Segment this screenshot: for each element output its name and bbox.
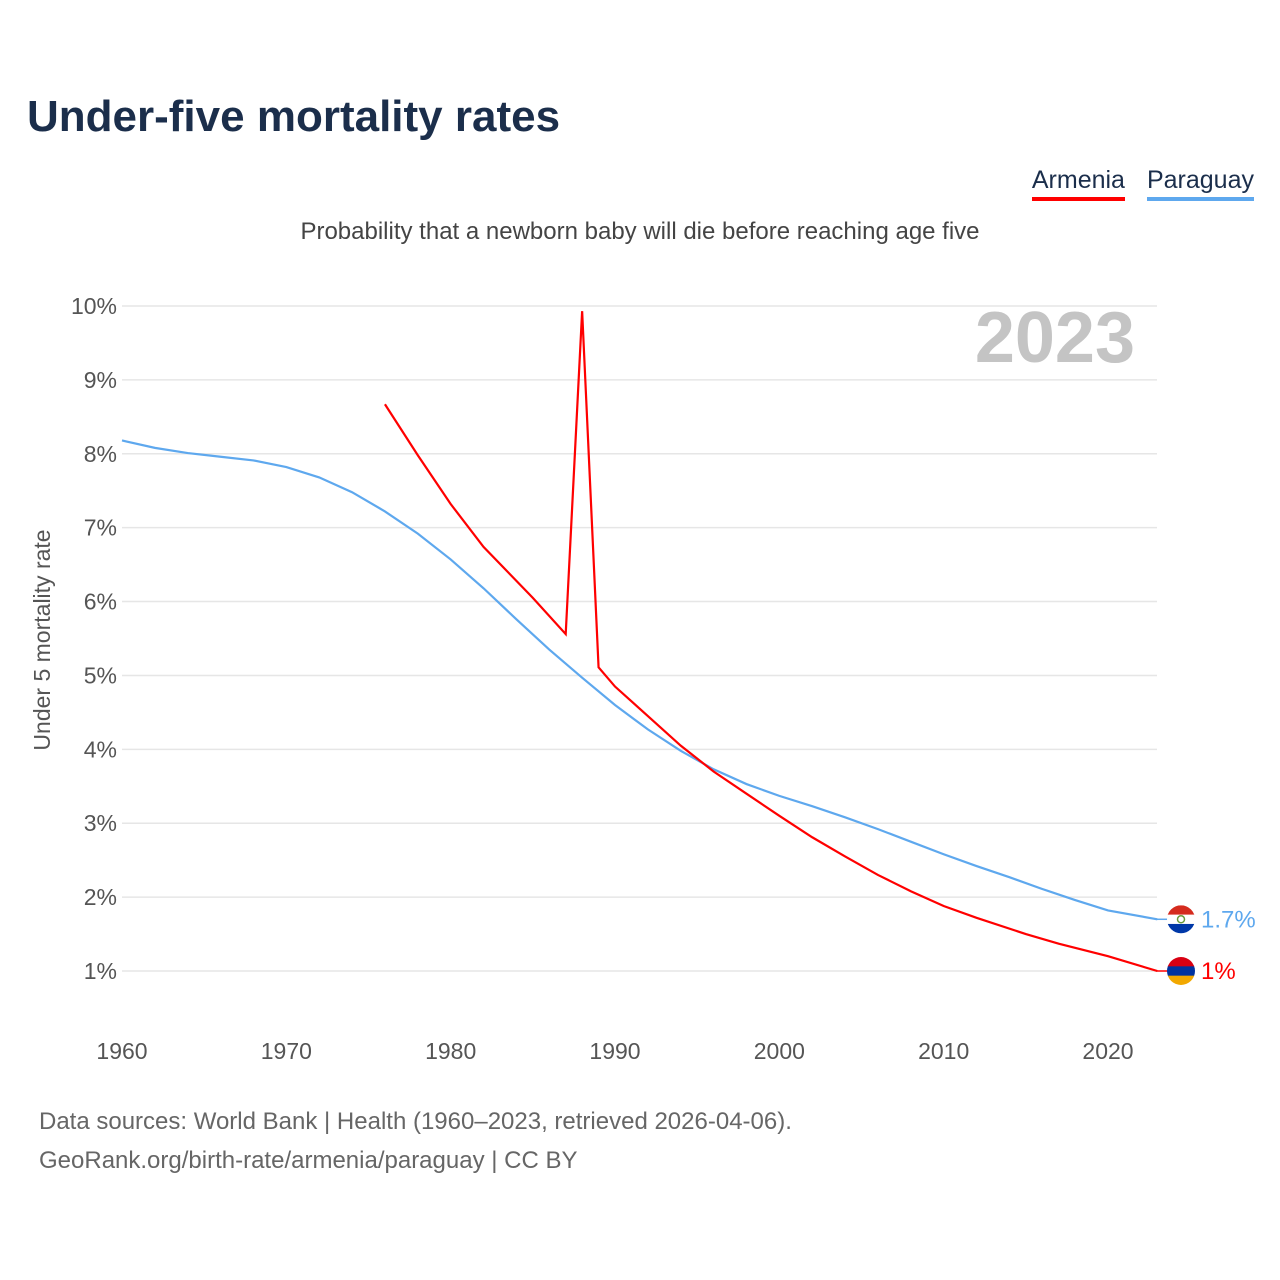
y-axis-label: Under 5 mortality rate: [29, 529, 55, 750]
y-tick-label: 4%: [84, 736, 117, 762]
legend-armenia[interactable]: Armenia: [1031, 166, 1125, 201]
end-label-armenia: 1%: [1201, 958, 1236, 985]
y-tick-label: 8%: [84, 441, 117, 467]
paraguay-flag-icon: [1167, 905, 1195, 934]
y-tick-label: 2%: [84, 884, 117, 910]
series-line-paraguay: [121, 439, 1158, 921]
chart-title: Under-five mortality rates: [27, 92, 561, 141]
x-tick-label: 1960: [96, 1038, 147, 1064]
armenia-flag-icon: [1167, 957, 1195, 985]
end-label-paraguay: 1.7%: [1201, 906, 1256, 933]
y-tick-label: 6%: [84, 589, 117, 615]
x-tick-label: 2010: [918, 1038, 969, 1064]
y-tick-label: 1%: [84, 958, 117, 984]
x-tick-label: 1980: [425, 1038, 476, 1064]
y-tick-label: 9%: [84, 367, 117, 393]
chart-subtitle: Probability that a newborn baby will die…: [300, 218, 980, 245]
x-tick-label: 1990: [589, 1038, 640, 1064]
url-line: GeoRank.org/birth-rate/armenia/paraguay …: [39, 1147, 578, 1174]
legend-paraguay[interactable]: Paraguay: [1146, 166, 1254, 201]
year-label: 2023: [975, 298, 1135, 378]
source-line: Data sources: World Bank | Health (1960–…: [39, 1108, 792, 1135]
y-tick-label: 5%: [84, 662, 117, 688]
legend: Armenia Paraguay: [1031, 166, 1254, 201]
x-tick-label: 2000: [754, 1038, 805, 1064]
y-tick-label: 7%: [84, 515, 117, 541]
y-tick-label: 3%: [84, 810, 117, 836]
y-tick-label: 10%: [71, 293, 117, 319]
x-tick-label: 1970: [261, 1038, 312, 1064]
x-tick-label: 2020: [1082, 1038, 1133, 1064]
series-line-armenia: [384, 311, 1158, 973]
